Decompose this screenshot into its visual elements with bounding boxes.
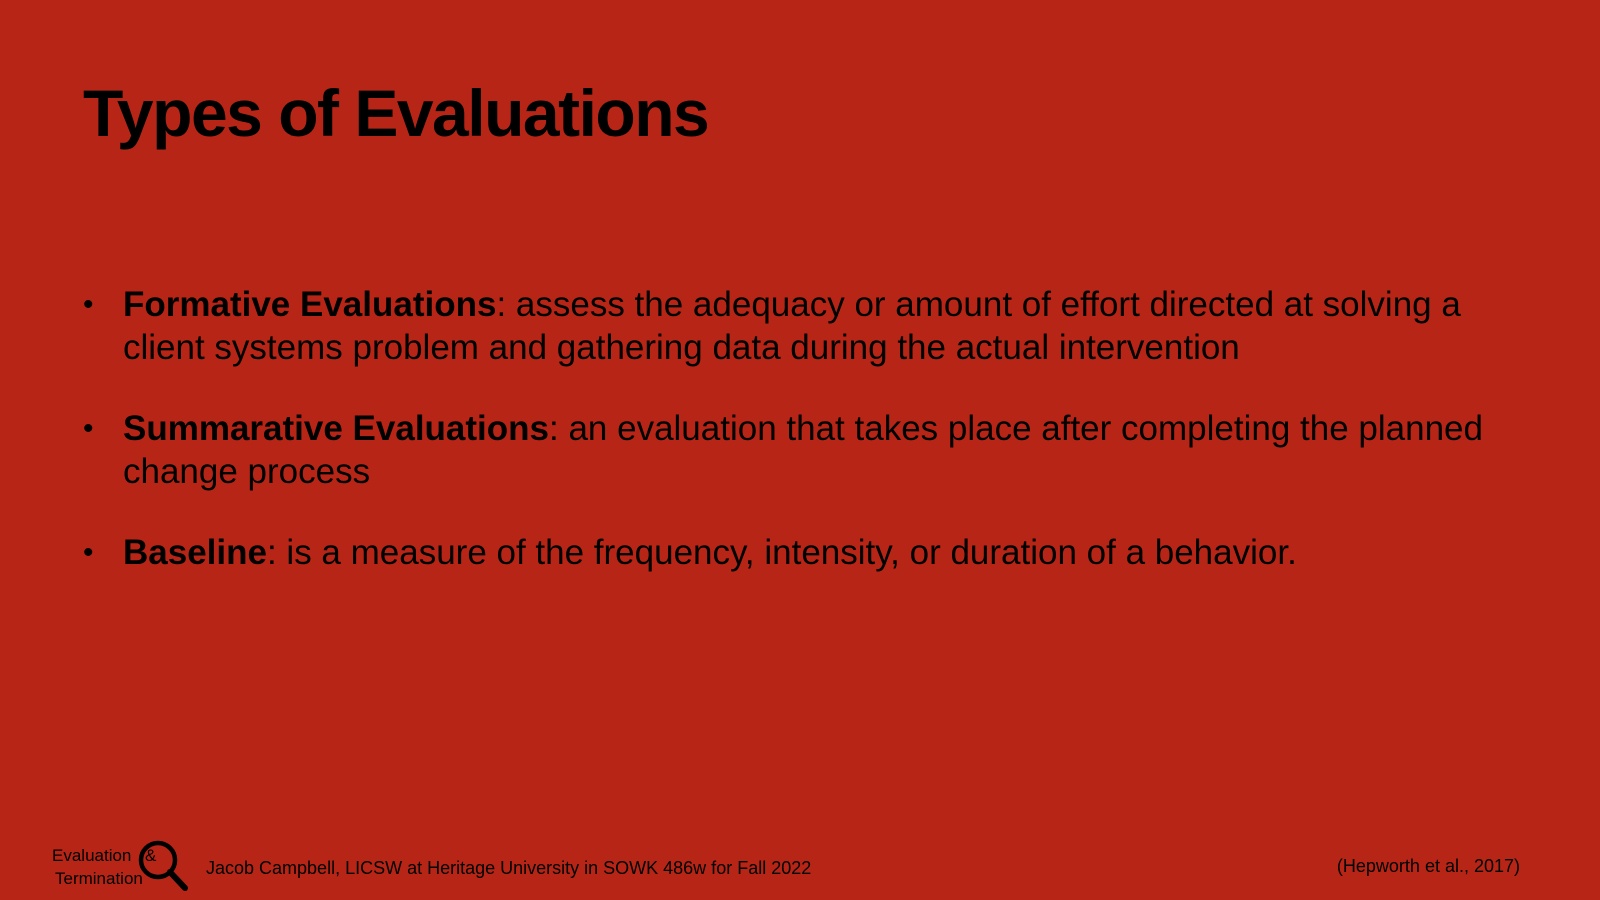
bullet-term: Formative Evaluations — [123, 285, 497, 324]
bullet-list: • Formative Evaluations: assess the adeq… — [83, 283, 1523, 612]
footer-citation: (Hepworth et al., 2017) — [1336, 856, 1520, 876]
logo-line-evaluation: Evaluation — [52, 846, 132, 865]
bullet-dot-icon: • — [83, 288, 94, 321]
bullet-term: Summarative Evaluations — [123, 409, 549, 448]
bullet-item-summarative: • Summarative Evaluations: an evaluation… — [83, 407, 1523, 493]
bullet-text: : an evaluation that takes place after c… — [123, 409, 1483, 491]
footer-credit: Jacob Campbell, LICSW at Heritage Univer… — [206, 858, 812, 878]
bullet-item-baseline: • Baseline: is a measure of the frequenc… — [83, 531, 1523, 574]
bullet-text: : is a measure of the frequency, intensi… — [266, 533, 1297, 572]
bullet-term: Baseline — [123, 533, 267, 572]
bullet-dot-icon: • — [83, 536, 94, 569]
logo-line-termination: Termination — [55, 869, 143, 888]
bullet-dot-icon: • — [83, 412, 94, 445]
logo-ampersand: & — [145, 846, 157, 865]
magnifier-icon — [138, 840, 188, 891]
bullet-text: : assess the adequacy or amount of effor… — [123, 285, 1461, 367]
bullet-item-formative: • Formative Evaluations: assess the adeq… — [83, 283, 1523, 369]
evaluation-termination-logo: Evaluation & Termination — [50, 838, 200, 896]
slide-title: Types of Evaluations — [83, 76, 710, 150]
